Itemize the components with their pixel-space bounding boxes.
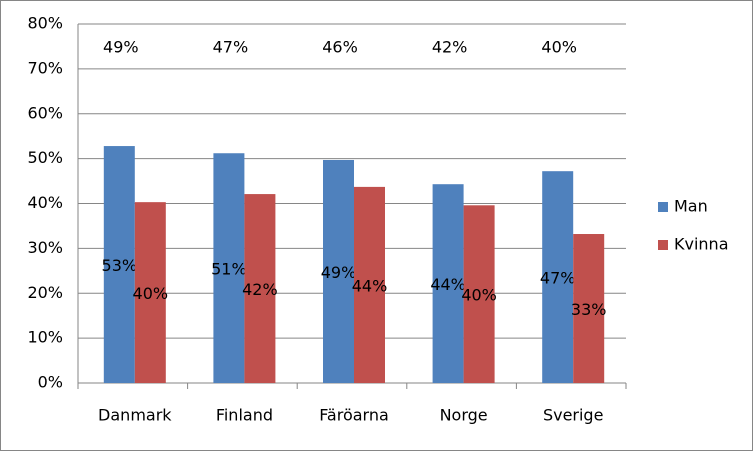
y-tick-label: 20%	[27, 283, 63, 302]
value-label: 40%	[461, 286, 497, 305]
y-tick-label: 70%	[27, 58, 63, 77]
value-label: 51%	[211, 260, 247, 279]
y-tick-label: 40%	[27, 193, 63, 212]
y-tick-label: 80%	[27, 14, 63, 33]
annotation: 42%	[432, 38, 468, 57]
legend-swatch	[658, 202, 668, 212]
y-tick-label: 60%	[27, 103, 63, 122]
x-tick-label: Norge	[440, 406, 488, 425]
annotation: 46%	[322, 38, 358, 57]
legend-swatch	[658, 240, 668, 250]
bar	[244, 194, 276, 383]
value-label: 40%	[133, 284, 169, 303]
value-label: 53%	[102, 256, 138, 275]
value-label: 33%	[571, 300, 607, 319]
bar	[463, 205, 495, 383]
y-tick-label: 50%	[27, 148, 63, 167]
y-tick-label: 30%	[27, 238, 63, 257]
legend-label: Kvinna	[674, 235, 729, 254]
bar	[213, 153, 245, 383]
value-label: 44%	[430, 275, 466, 294]
y-tick-label: 10%	[27, 328, 63, 347]
bar	[432, 184, 464, 383]
x-tick-label: Danmark	[98, 406, 172, 425]
x-tick-label: Färöarna	[319, 406, 389, 425]
annotation: 47%	[213, 38, 249, 57]
legend-label: Man	[674, 197, 708, 216]
value-label: 44%	[352, 276, 388, 295]
value-label: 42%	[242, 280, 278, 299]
x-tick-label: Finland	[216, 406, 273, 425]
bar	[573, 234, 605, 383]
bar	[103, 146, 135, 383]
y-tick-label: 0%	[38, 373, 63, 392]
bar	[134, 202, 166, 383]
value-label: 49%	[321, 263, 357, 282]
bar	[542, 171, 574, 383]
annotation: 49%	[103, 38, 139, 57]
bar	[323, 159, 354, 383]
value-label: 47%	[540, 269, 576, 288]
bar	[354, 186, 385, 383]
annotation: 40%	[541, 38, 577, 57]
x-tick-label: Sverige	[543, 406, 604, 425]
